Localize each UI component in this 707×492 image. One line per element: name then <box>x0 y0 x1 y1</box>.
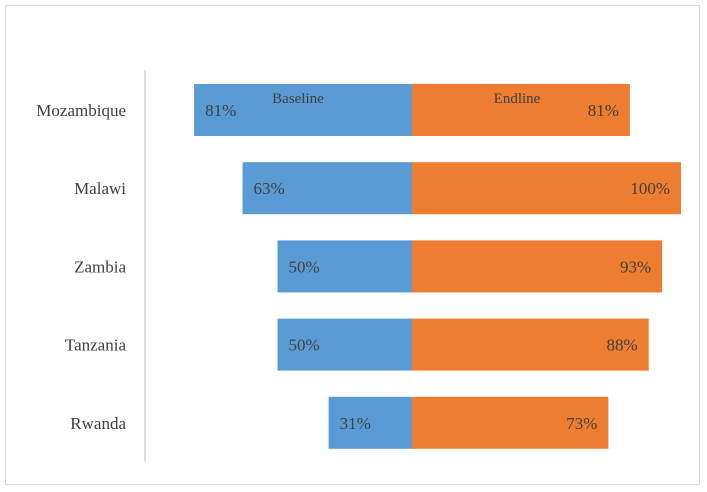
data-label-baseline: 81% <box>205 101 236 120</box>
data-label-baseline: 50% <box>289 336 320 355</box>
bar-endline <box>412 240 663 293</box>
bar-baseline <box>277 318 412 371</box>
series-label-endline: Endline <box>494 91 541 107</box>
bar-baseline <box>277 240 412 293</box>
bar-baseline <box>242 162 412 215</box>
data-label-baseline: 50% <box>289 257 320 276</box>
data-label-baseline: 63% <box>254 179 285 198</box>
data-label-endline: 100% <box>630 179 670 198</box>
series-label-baseline: Baseline <box>272 91 324 107</box>
category-label: Malawi <box>74 179 126 198</box>
bar-endline <box>412 162 681 215</box>
bar-endline <box>412 318 649 371</box>
category-label: Tanzania <box>65 336 127 355</box>
category-label: Zambia <box>74 257 126 276</box>
chart-frame <box>5 5 700 485</box>
category-label: Mozambique <box>36 101 126 120</box>
data-label-endline: 73% <box>566 414 597 433</box>
category-label: Rwanda <box>70 414 126 433</box>
bar-endline <box>412 396 609 449</box>
data-label-endline: 93% <box>620 257 651 276</box>
bar-endline <box>412 84 630 136</box>
bar-baseline <box>194 84 412 136</box>
data-label-endline: 88% <box>607 336 638 355</box>
data-label-baseline: 31% <box>340 414 371 433</box>
bar-baseline <box>328 396 412 449</box>
data-label-endline: 81% <box>588 101 619 120</box>
